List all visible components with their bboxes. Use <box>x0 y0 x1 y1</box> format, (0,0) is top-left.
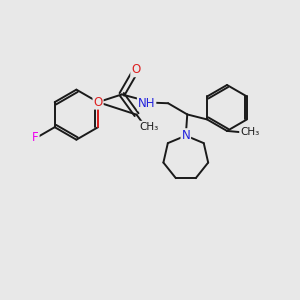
Text: O: O <box>131 63 140 76</box>
Text: N: N <box>182 129 190 142</box>
Text: CH₃: CH₃ <box>240 128 259 137</box>
Text: O: O <box>93 96 103 109</box>
Text: CH₃: CH₃ <box>140 122 159 132</box>
Text: NH: NH <box>138 97 155 110</box>
Text: F: F <box>32 131 39 144</box>
